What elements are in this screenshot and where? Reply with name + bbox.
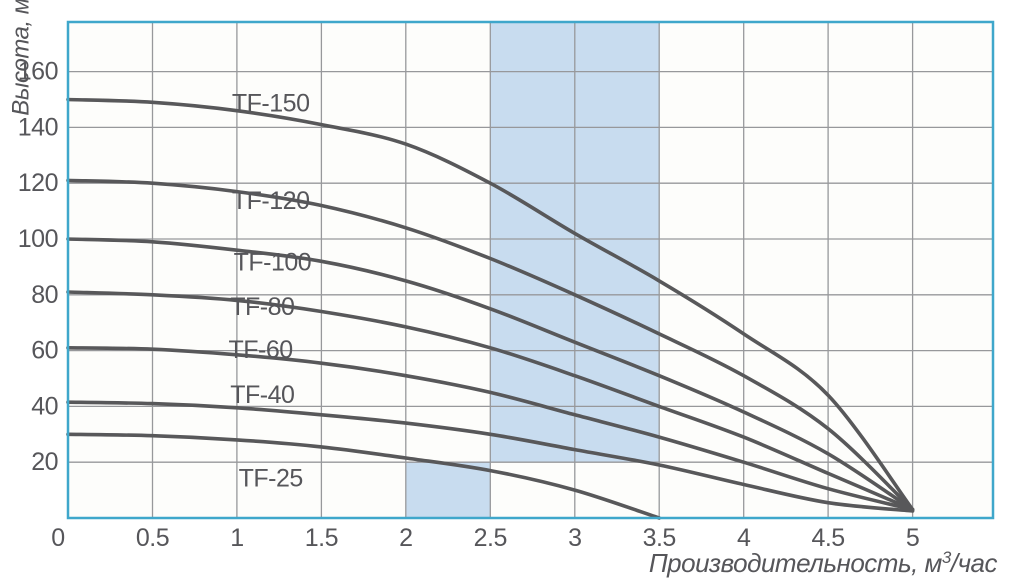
curve-label-tf-150: TF-150	[232, 89, 310, 117]
curve-label-tf-40: TF-40	[230, 381, 294, 409]
x-tick-labels: 0 0.5 1 1.5 2 2.5 3 3.5 4 4.5 5	[51, 524, 920, 552]
x-tick-label-3: 3	[568, 524, 581, 552]
curve-label-tf-120: TF-120	[232, 187, 310, 215]
plot-border	[66, 20, 995, 520]
y-tick-label-40: 40	[31, 392, 58, 420]
curve-label-tf-60: TF-60	[229, 336, 293, 364]
x-axis-title-superscript: 3	[942, 548, 952, 567]
y-axis-title: Высота, м	[7, 0, 34, 116]
curve-tf-80	[66, 290, 915, 512]
y-tick-label-20: 20	[31, 448, 58, 476]
curve-label-tf-100: TF-100	[234, 248, 312, 276]
curve-tf-60	[66, 346, 915, 512]
y-tick-label-140: 140	[18, 113, 58, 141]
x-tick-label-4: 4	[737, 524, 751, 552]
y-tick-label-160: 160	[18, 58, 58, 86]
y-tick-label-120: 120	[18, 169, 58, 197]
curve-labels: TF-150 TF-120 TF-100 TF-80 TF-60 TF-40 TF-25	[229, 89, 312, 492]
x-tick-label-2: 2	[399, 524, 412, 552]
pump-curves	[66, 97, 915, 520]
x-axis-title-unit: /час	[949, 548, 998, 578]
x-tick-label-3.5: 3.5	[643, 524, 676, 552]
x-tick-label-1: 1	[230, 524, 243, 552]
highlight-region-1	[405, 462, 491, 518]
curve-tf-100	[66, 237, 915, 512]
y-tick-label-60: 60	[31, 337, 58, 365]
x-tick-label-2.5: 2.5	[474, 524, 507, 552]
x-tick-label-5: 5	[906, 524, 919, 552]
y-tick-labels: 20 40 60 80 100 120 140 160	[18, 58, 59, 477]
x-tick-label-4.5: 4.5	[811, 524, 844, 552]
curve-label-tf-80: TF-80	[230, 293, 294, 321]
curve-tf-40	[66, 400, 915, 513]
curve-label-tf-25: TF-25	[239, 465, 303, 493]
x-axis-title: Производительность, м3/час	[649, 548, 998, 578]
curve-tf-25	[66, 432, 661, 520]
x-axis-title-text: Производительность, м	[649, 548, 943, 578]
x-tick-label-1.5: 1.5	[305, 524, 338, 552]
x-tick-label-0: 0	[51, 524, 64, 552]
y-tick-label-100: 100	[18, 225, 58, 253]
curve-tf-120	[66, 178, 915, 512]
curve-tf-150	[66, 97, 915, 512]
x-tick-label-0.5: 0.5	[136, 524, 169, 552]
y-tick-label-80: 80	[31, 281, 58, 309]
